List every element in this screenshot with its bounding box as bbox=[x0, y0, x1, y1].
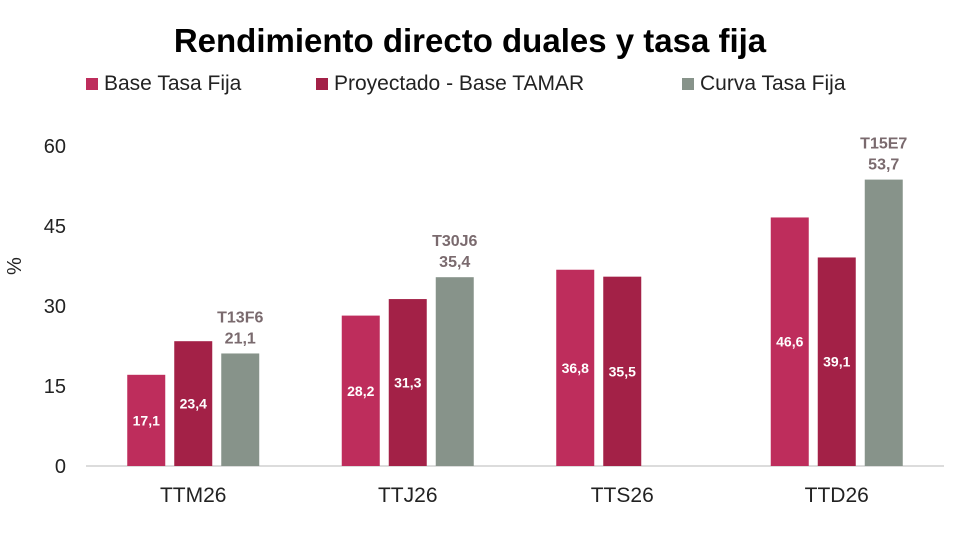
legend-label-proyectado-tamar: Proyectado - Base TAMAR bbox=[334, 72, 585, 95]
data-label: 35,4 bbox=[439, 254, 470, 271]
data-label: 28,2 bbox=[347, 383, 374, 399]
y-tick-label: 30 bbox=[44, 296, 66, 318]
bar bbox=[817, 257, 856, 466]
bar bbox=[341, 315, 380, 466]
legend-item-proyectado-tamar: Proyectado - Base TAMAR bbox=[316, 72, 584, 96]
bar bbox=[127, 374, 166, 466]
y-tick-label: 45 bbox=[44, 216, 66, 238]
bar bbox=[174, 341, 213, 466]
data-label: 23,4 bbox=[180, 396, 207, 412]
bar bbox=[556, 269, 595, 466]
chart-title: Rendimiento directo duales y tasa fija bbox=[173, 22, 767, 59]
x-tick-label: TTM26 bbox=[160, 484, 227, 507]
data-label: 31,3 bbox=[394, 375, 421, 391]
data-label: 35,5 bbox=[609, 363, 636, 379]
bar bbox=[603, 276, 642, 466]
legend-label-base-tasa-fija: Base Tasa Fija bbox=[104, 72, 242, 95]
legend-item-base-tasa-fija: Base Tasa Fija bbox=[86, 72, 241, 96]
y-tick-label: 60 bbox=[44, 136, 66, 158]
x-tick-label: TTJ26 bbox=[378, 484, 438, 507]
data-label: 46,6 bbox=[776, 334, 803, 350]
data-label: 36,8 bbox=[562, 360, 589, 376]
y-tick-label: 15 bbox=[44, 376, 66, 398]
data-label: 17,1 bbox=[133, 412, 160, 428]
bond-label: T13F6 bbox=[217, 309, 263, 326]
legend-swatch-proyectado-tamar bbox=[316, 78, 328, 90]
bar bbox=[221, 353, 260, 466]
legend-label-curva-tasa-fija: Curva Tasa Fija bbox=[700, 72, 846, 95]
bond-label: T15E7 bbox=[860, 136, 907, 153]
x-tick-label: TTS26 bbox=[591, 484, 654, 507]
legend-item-curva-tasa-fija: Curva Tasa Fija bbox=[682, 72, 846, 96]
x-tick-label: TTD26 bbox=[805, 484, 869, 507]
bar bbox=[770, 217, 809, 466]
legend-swatch-curva-tasa-fija bbox=[682, 78, 694, 90]
bond-label: T30J6 bbox=[432, 233, 477, 250]
data-label: 21,1 bbox=[225, 330, 256, 347]
bar bbox=[388, 299, 427, 466]
y-tick-label: 0 bbox=[55, 456, 66, 478]
data-label: 39,1 bbox=[823, 354, 850, 370]
bar bbox=[864, 179, 903, 466]
legend-swatch-base-tasa-fija bbox=[86, 78, 98, 90]
bar bbox=[435, 277, 474, 466]
data-label: 53,7 bbox=[868, 157, 899, 174]
